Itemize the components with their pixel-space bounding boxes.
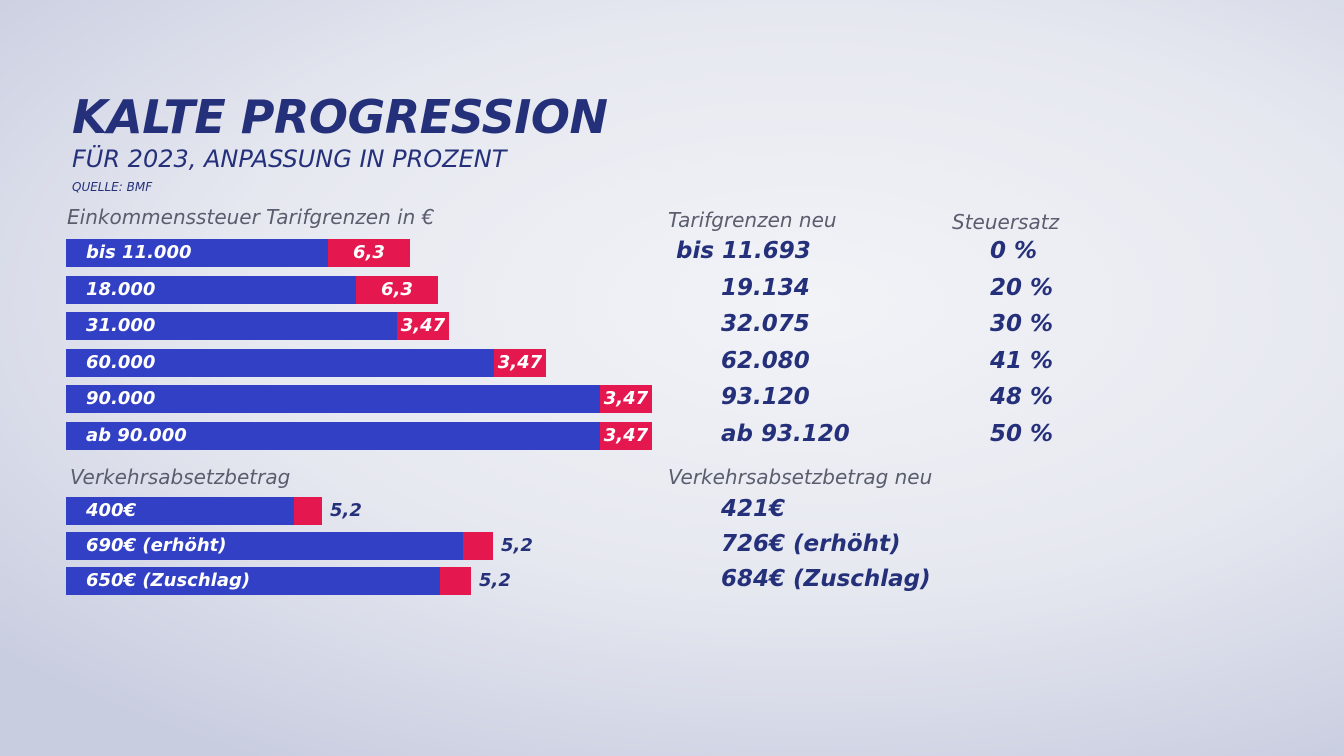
bar-base-segment bbox=[66, 276, 356, 304]
income-bar-row: 3,47 90.000 bbox=[66, 385, 652, 413]
bar-category-label: ab 90.000 bbox=[86, 425, 187, 446]
bar-increase-segment: 6,3 bbox=[356, 276, 438, 304]
chart-title: KALTE PROGRESSION bbox=[72, 90, 608, 144]
source-label: QUELLE: BMF bbox=[72, 180, 153, 194]
bar-increase-segment bbox=[294, 497, 322, 525]
bar-increase-segment: 6,3 bbox=[328, 239, 410, 267]
tax-rate-value: 48 % bbox=[990, 384, 1054, 410]
bar-base-segment bbox=[66, 497, 294, 525]
new-deduction-value: 684€ (Zuschlag) bbox=[721, 566, 931, 592]
tax-rate-value: 50 % bbox=[990, 421, 1054, 447]
bar-category-label: 60.000 bbox=[86, 352, 156, 373]
bar-percent-label: 5,2 bbox=[479, 570, 511, 591]
new-deduction-value: 726€ (erhöht) bbox=[721, 531, 901, 557]
bar-base-segment bbox=[66, 532, 463, 560]
new-bracket-value: 32.075 bbox=[721, 311, 810, 337]
bar-increase-segment: 3,47 bbox=[494, 349, 546, 377]
chart-subtitle: FÜR 2023, ANPASSUNG IN PROZENT bbox=[72, 145, 507, 173]
bar-base-segment bbox=[66, 349, 494, 377]
bar-category-label: 400€ bbox=[86, 500, 137, 521]
new-bracket-value: 93.120 bbox=[721, 384, 810, 410]
income-tax-header: Einkommenssteuer Tarifgrenzen in € bbox=[67, 205, 435, 229]
tax-rate-value: 30 % bbox=[990, 311, 1054, 337]
new-bracket-value: bis 11.693 bbox=[676, 238, 811, 264]
income-bar-row: 6,3 bis 11.000 bbox=[66, 239, 410, 267]
bar-percent-label: 5,2 bbox=[330, 500, 362, 521]
traffic-deduction-header: Verkehrsabsetzbetrag bbox=[70, 465, 291, 489]
bar-increase-segment bbox=[440, 567, 471, 595]
bar-base-segment bbox=[66, 422, 600, 450]
bar-percent-label: 5,2 bbox=[501, 535, 533, 556]
bar-base-segment bbox=[66, 385, 600, 413]
bar-category-label: bis 11.000 bbox=[86, 242, 192, 263]
new-bracket-value: ab 93.120 bbox=[721, 421, 850, 447]
tax-rate-header: Steuersatz bbox=[952, 210, 1060, 234]
tax-rate-value: 20 % bbox=[990, 275, 1054, 301]
new-bracket-value: 62.080 bbox=[721, 348, 810, 374]
income-bar-row: 3,47 ab 90.000 bbox=[66, 422, 652, 450]
deduction-bar-row: 650€ (Zuschlag) 5,2 bbox=[66, 567, 541, 595]
new-deduction-value: 421€ bbox=[721, 496, 786, 522]
bar-base-segment bbox=[66, 239, 328, 267]
bar-category-label: 18.000 bbox=[86, 279, 156, 300]
traffic-deduction-new-header: Verkehrsabsetzbetrag neu bbox=[668, 465, 933, 489]
deduction-bar-row: 400€ 5,2 bbox=[66, 497, 392, 525]
deduction-bar-row: 690€ (erhöht) 5,2 bbox=[66, 532, 563, 560]
income-bar-row: 3,47 31.000 bbox=[66, 312, 449, 340]
bar-category-label: 90.000 bbox=[86, 388, 156, 409]
new-bracket-value: 19.134 bbox=[721, 275, 810, 301]
tax-rate-value: 41 % bbox=[990, 348, 1054, 374]
income-bar-row: 6,3 18.000 bbox=[66, 276, 438, 304]
bar-increase-segment: 3,47 bbox=[600, 422, 652, 450]
bar-category-label: 690€ (erhöht) bbox=[86, 535, 227, 556]
bar-increase-segment: 3,47 bbox=[600, 385, 652, 413]
new-brackets-header: Tarifgrenzen neu bbox=[668, 208, 837, 232]
bar-increase-segment: 3,47 bbox=[397, 312, 449, 340]
bar-increase-segment bbox=[463, 532, 493, 560]
tax-rate-value: 0 % bbox=[990, 238, 1038, 264]
bar-category-label: 650€ (Zuschlag) bbox=[86, 570, 251, 591]
bar-base-segment bbox=[66, 567, 440, 595]
bar-base-segment bbox=[66, 312, 397, 340]
income-bar-row: 3,47 60.000 bbox=[66, 349, 546, 377]
bar-category-label: 31.000 bbox=[86, 315, 156, 336]
